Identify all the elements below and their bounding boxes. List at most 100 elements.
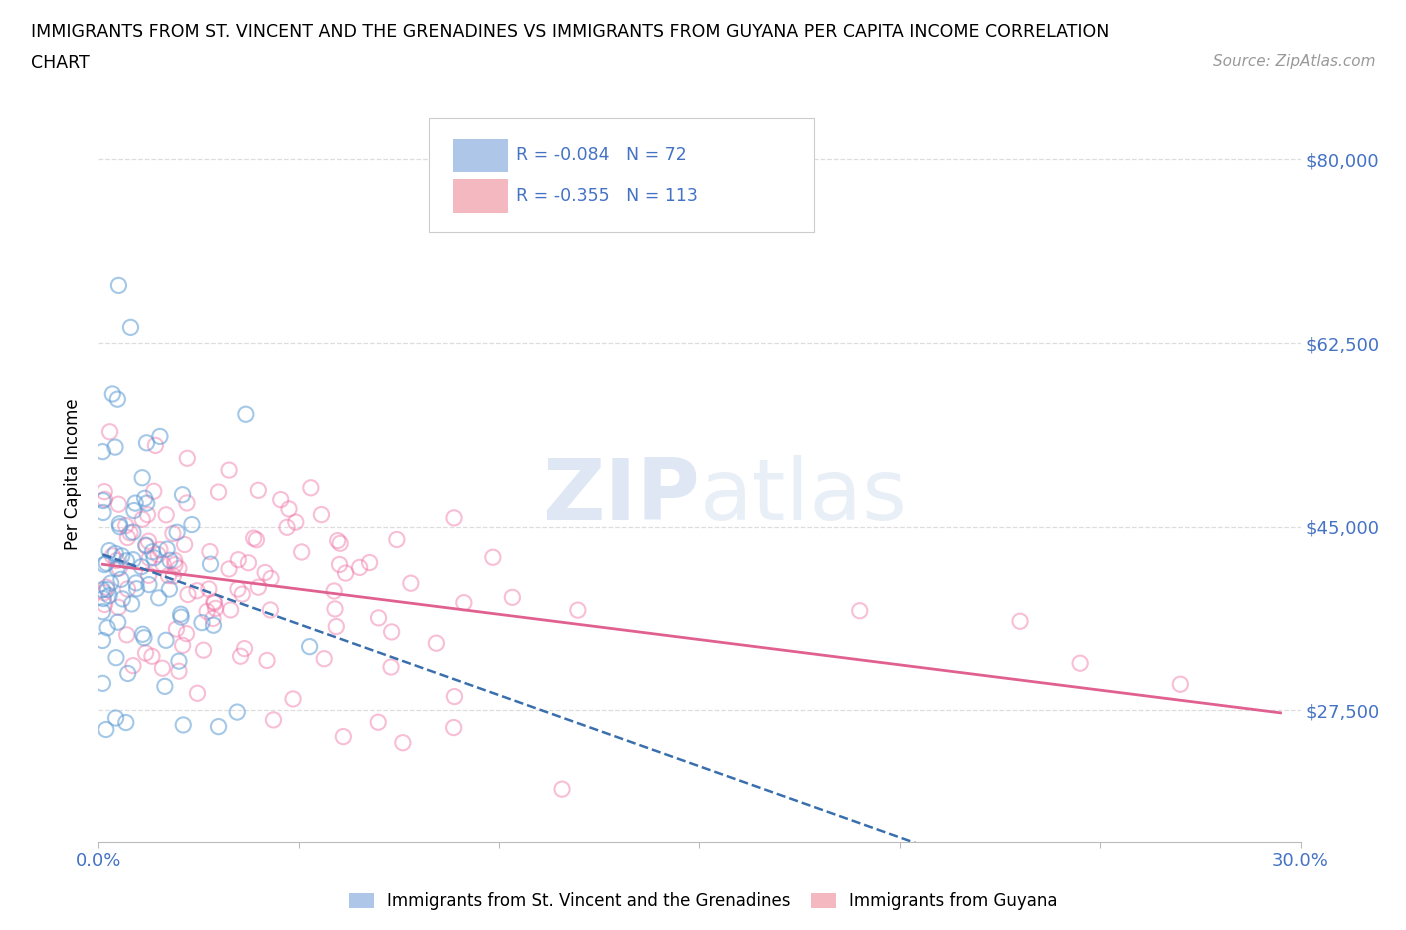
Point xyxy=(256,653,278,668)
Point xyxy=(114,518,136,533)
Point xyxy=(180,517,202,532)
Point xyxy=(108,561,131,576)
Point xyxy=(91,445,114,459)
Point xyxy=(122,658,145,673)
Point xyxy=(125,576,148,591)
Point xyxy=(359,555,381,570)
Point xyxy=(207,485,229,499)
Point xyxy=(93,585,115,600)
Point xyxy=(349,560,371,575)
Point xyxy=(157,568,180,583)
Point xyxy=(134,491,156,506)
Point xyxy=(107,615,129,630)
Point xyxy=(98,543,121,558)
Point xyxy=(198,581,221,596)
Text: atlas: atlas xyxy=(699,455,907,538)
Point xyxy=(381,624,404,639)
Point xyxy=(104,711,127,725)
Point xyxy=(228,552,250,567)
Point xyxy=(153,679,176,694)
Point xyxy=(323,602,346,617)
Point xyxy=(135,538,157,553)
Point xyxy=(155,508,177,523)
Point xyxy=(107,600,129,615)
Point xyxy=(124,496,146,511)
Point xyxy=(425,636,447,651)
Point xyxy=(245,532,267,547)
Point xyxy=(167,561,190,576)
Point xyxy=(262,712,284,727)
Point xyxy=(328,557,350,572)
Point xyxy=(329,536,352,551)
Point xyxy=(326,533,349,548)
Point xyxy=(260,571,283,586)
Point xyxy=(247,579,270,594)
Point xyxy=(141,649,163,664)
Point xyxy=(136,507,159,522)
Point xyxy=(200,557,222,572)
Legend: Immigrants from St. Vincent and the Grenadines, Immigrants from Guyana: Immigrants from St. Vincent and the Gren… xyxy=(342,885,1064,917)
Point xyxy=(172,638,194,653)
Point xyxy=(298,639,321,654)
Point xyxy=(131,559,153,574)
Point xyxy=(399,576,422,591)
Point xyxy=(114,715,136,730)
Point xyxy=(501,590,523,604)
Point xyxy=(131,512,153,526)
Point xyxy=(138,568,160,583)
Point xyxy=(108,519,131,534)
Point xyxy=(105,561,128,576)
Point xyxy=(117,666,139,681)
Point xyxy=(111,549,134,564)
Point xyxy=(849,604,872,618)
Point xyxy=(392,736,415,751)
Point xyxy=(120,320,142,335)
Point xyxy=(131,471,153,485)
Point xyxy=(162,526,184,541)
Point xyxy=(167,664,190,679)
Point xyxy=(94,722,117,737)
Point xyxy=(93,557,115,572)
Point xyxy=(152,557,174,572)
Point xyxy=(443,689,465,704)
Point xyxy=(91,676,114,691)
Point xyxy=(110,572,132,587)
Point xyxy=(238,555,260,570)
Point xyxy=(247,483,270,498)
Point xyxy=(91,493,114,508)
Point xyxy=(202,594,225,609)
Point xyxy=(259,603,281,618)
Point xyxy=(93,492,115,507)
Point xyxy=(551,782,574,797)
Point xyxy=(117,581,139,596)
Point xyxy=(323,583,346,598)
Point xyxy=(91,604,114,619)
Point xyxy=(482,550,505,565)
Point xyxy=(219,603,242,618)
Point xyxy=(204,601,226,616)
Point xyxy=(149,429,172,444)
Point xyxy=(107,278,129,293)
Point xyxy=(122,503,145,518)
Point xyxy=(91,633,114,648)
Point xyxy=(235,406,257,421)
Point xyxy=(163,557,186,572)
Point xyxy=(385,532,408,547)
Point xyxy=(195,604,218,618)
Point xyxy=(167,654,190,669)
Point xyxy=(135,435,157,450)
Point xyxy=(93,485,115,499)
Point xyxy=(163,553,186,568)
Point xyxy=(165,621,187,636)
Point xyxy=(193,643,215,658)
Point xyxy=(125,581,148,596)
Point xyxy=(229,649,252,664)
Point xyxy=(111,591,134,606)
Point xyxy=(191,616,214,631)
Point xyxy=(233,641,256,656)
Point xyxy=(138,551,160,565)
Point xyxy=(162,568,184,583)
Point xyxy=(104,440,127,455)
Point xyxy=(291,545,314,560)
Point xyxy=(105,553,128,568)
